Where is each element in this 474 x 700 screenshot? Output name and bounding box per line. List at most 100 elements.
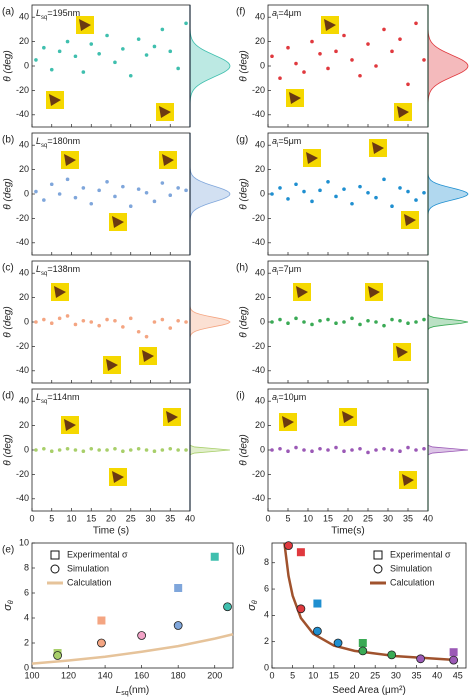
histogram [189, 261, 231, 383]
x-tick-label: 10 [303, 513, 313, 523]
data-point [152, 320, 157, 324]
seed-triangle [142, 350, 154, 362]
data-point [65, 177, 70, 182]
panel-annotation: Lsq=180nm [36, 136, 80, 148]
data-point [398, 186, 402, 190]
data-point [113, 446, 117, 451]
y-tick-label: 0 [24, 444, 29, 454]
label-symbol: L [36, 8, 41, 18]
simulation-point [416, 654, 425, 664]
data-point [49, 67, 54, 72]
data-point [128, 316, 133, 321]
data-point [302, 448, 306, 452]
data-point [342, 187, 346, 191]
data-point [73, 54, 78, 59]
data-point [105, 448, 109, 452]
seed-triangle [402, 474, 414, 486]
data-point [65, 446, 70, 451]
legend-marker [50, 564, 60, 574]
data-point [49, 182, 54, 187]
data-point [310, 449, 314, 454]
data-point [160, 181, 165, 185]
seed-triangle [166, 411, 178, 423]
label-text: =4μm [278, 8, 301, 18]
simulation-point [173, 621, 183, 630]
simulation-point [449, 655, 459, 665]
panel-label: (a) [2, 7, 14, 18]
data-point [310, 199, 314, 204]
label-sub: sq [41, 399, 47, 405]
y-tick-label: 20 [255, 292, 265, 302]
data-point [176, 318, 180, 323]
x-axis-title: Seed Area (μm²) [332, 685, 406, 696]
data-point [57, 192, 62, 196]
data-point [113, 318, 117, 323]
y-tick-label: 0 [24, 316, 29, 326]
panel-annotation: al=4μm [272, 8, 301, 20]
y-tick-label: -40 [16, 365, 29, 375]
seed-triangle [289, 92, 301, 104]
data-point [176, 186, 180, 190]
data-point [406, 189, 410, 194]
x-tick-label: 40 [432, 670, 442, 680]
y-tick-label: -40 [252, 237, 265, 247]
data-point [422, 446, 426, 451]
data-point [89, 446, 94, 451]
data-point [318, 446, 322, 451]
seed-triangle [368, 286, 380, 298]
x-tick-label: 25 [370, 670, 380, 680]
legend-label: Experimental σ [67, 549, 128, 559]
y-tick-label: 4 [24, 612, 29, 622]
seed-triangle [49, 94, 61, 106]
data-point [334, 49, 338, 54]
data-point [374, 195, 378, 200]
label-sub: sq [41, 271, 47, 277]
y-tick-label: -20 [16, 341, 29, 351]
data-point [270, 448, 274, 452]
data-point [414, 198, 418, 202]
data-point [144, 190, 149, 195]
y-axis-title: θ (deg) [239, 178, 250, 210]
x-tick-label: 5 [290, 670, 295, 680]
data-point [160, 27, 165, 32]
data-point [121, 325, 125, 329]
y-axis-title: θ (deg) [239, 434, 250, 466]
data-point [294, 61, 298, 66]
y-tick-label: -20 [252, 469, 265, 479]
ylabel-sub: θ [8, 600, 15, 604]
data-point [278, 76, 282, 80]
data-point [89, 42, 94, 46]
x-tick-label: 0 [29, 513, 34, 523]
x-tick-label: 15 [86, 513, 96, 523]
data-point [105, 317, 109, 322]
data-point [414, 21, 418, 26]
histogram [189, 5, 231, 127]
experimental-point [174, 584, 183, 592]
data-point [350, 448, 354, 452]
label-sub: l [277, 143, 278, 149]
data-point [406, 445, 410, 450]
seed-triangle [112, 471, 124, 483]
panel-annotation: Lsq=114nm [36, 392, 79, 404]
data-point [326, 448, 330, 452]
y-tick-label: 40 [19, 396, 29, 406]
data-point [160, 317, 165, 322]
data-point [286, 45, 290, 50]
label-symbol: L [36, 392, 41, 402]
data-point [97, 188, 101, 193]
y-tick-label: -40 [16, 109, 29, 119]
x-tick-label: 160 [134, 670, 149, 680]
seed-triangle [324, 19, 336, 31]
histogram [189, 389, 231, 511]
y-tick-label: 2 [264, 636, 269, 646]
data-point [390, 204, 394, 208]
data-point [73, 195, 78, 200]
data-point [350, 316, 354, 321]
data-point [334, 445, 338, 450]
simulation-point [137, 631, 147, 640]
data-point [128, 448, 133, 452]
x-tick-label: 0 [269, 670, 274, 680]
y-tick-label: 40 [255, 12, 265, 22]
data-point [334, 321, 338, 326]
data-point [184, 188, 188, 193]
